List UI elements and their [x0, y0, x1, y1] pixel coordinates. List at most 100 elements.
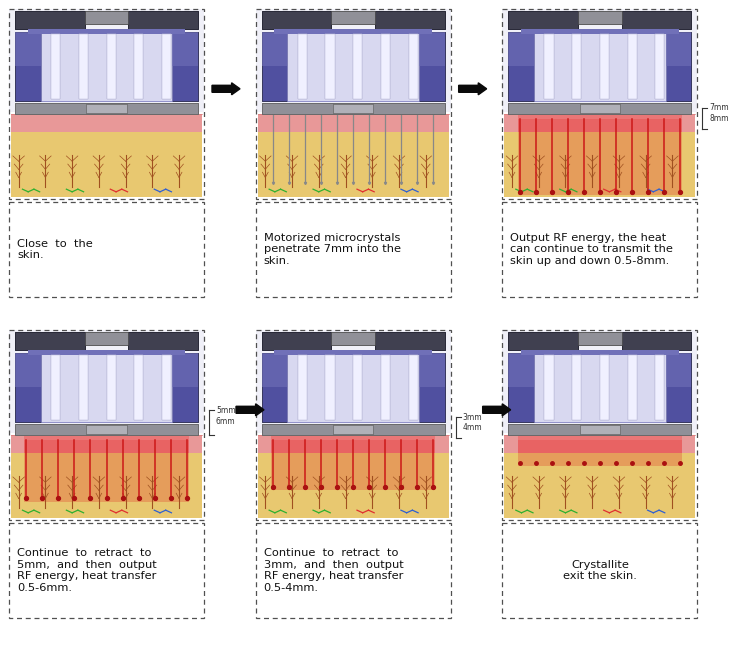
- Bar: [333, 425, 374, 434]
- Bar: [509, 332, 578, 351]
- Bar: [375, 332, 445, 351]
- Bar: [666, 353, 692, 387]
- Bar: [79, 34, 88, 99]
- Bar: [503, 9, 698, 111]
- Bar: [503, 9, 698, 199]
- Bar: [262, 424, 445, 434]
- Bar: [15, 103, 198, 113]
- Bar: [572, 34, 581, 99]
- Bar: [15, 31, 40, 67]
- Bar: [572, 355, 581, 420]
- Bar: [353, 355, 362, 420]
- Bar: [11, 434, 202, 453]
- Bar: [15, 103, 198, 113]
- Bar: [628, 355, 637, 420]
- Bar: [134, 34, 143, 99]
- Bar: [509, 31, 534, 67]
- Bar: [15, 332, 85, 351]
- Bar: [271, 440, 435, 490]
- Bar: [628, 355, 637, 420]
- Bar: [333, 104, 374, 113]
- Bar: [262, 31, 287, 67]
- Bar: [9, 523, 204, 618]
- Bar: [504, 132, 695, 197]
- Bar: [256, 330, 451, 520]
- Bar: [85, 11, 128, 24]
- Bar: [656, 355, 664, 420]
- Bar: [298, 355, 307, 420]
- Text: Crystallite
exit the skin.: Crystallite exit the skin.: [563, 559, 637, 582]
- Bar: [40, 31, 172, 101]
- Bar: [544, 355, 554, 420]
- Bar: [509, 332, 578, 351]
- Bar: [15, 424, 198, 434]
- Bar: [9, 9, 204, 199]
- Bar: [666, 353, 692, 387]
- Bar: [518, 113, 682, 132]
- Bar: [128, 11, 198, 29]
- Bar: [600, 355, 609, 420]
- Bar: [509, 31, 534, 101]
- Bar: [332, 11, 375, 24]
- Bar: [271, 434, 435, 453]
- Bar: [262, 11, 332, 29]
- Bar: [86, 425, 127, 434]
- Bar: [509, 353, 534, 422]
- Bar: [262, 11, 332, 29]
- Bar: [172, 353, 198, 387]
- Bar: [544, 34, 554, 99]
- Bar: [419, 353, 445, 387]
- Bar: [15, 353, 40, 422]
- Bar: [504, 453, 695, 518]
- Bar: [353, 34, 362, 99]
- Bar: [544, 34, 554, 99]
- Bar: [504, 434, 695, 453]
- Bar: [85, 332, 128, 345]
- Bar: [15, 11, 85, 29]
- Bar: [28, 29, 185, 33]
- Bar: [287, 31, 419, 101]
- Bar: [256, 330, 451, 432]
- Bar: [162, 355, 171, 420]
- Bar: [544, 355, 554, 420]
- Bar: [28, 351, 185, 355]
- Bar: [419, 31, 445, 67]
- Bar: [666, 353, 692, 422]
- Bar: [85, 11, 128, 24]
- Bar: [9, 330, 204, 432]
- Bar: [15, 11, 85, 29]
- Bar: [353, 34, 362, 99]
- Bar: [381, 34, 390, 99]
- Bar: [15, 31, 40, 101]
- Bar: [419, 31, 445, 101]
- Bar: [28, 29, 185, 33]
- Bar: [287, 353, 419, 422]
- Bar: [172, 31, 198, 101]
- Bar: [51, 34, 61, 99]
- Bar: [262, 353, 287, 422]
- Bar: [256, 9, 451, 111]
- Text: Motorized microcrystals
penetrate 7mm into the
skin.: Motorized microcrystals penetrate 7mm in…: [264, 233, 400, 266]
- Bar: [287, 31, 419, 101]
- Bar: [51, 355, 61, 420]
- Bar: [580, 104, 620, 113]
- Bar: [262, 31, 287, 101]
- Bar: [580, 425, 620, 434]
- Bar: [262, 353, 287, 387]
- Bar: [332, 11, 375, 24]
- Bar: [572, 34, 581, 99]
- Bar: [666, 31, 692, 101]
- Bar: [258, 453, 448, 518]
- Bar: [262, 103, 445, 113]
- Bar: [419, 353, 445, 422]
- Bar: [85, 332, 128, 345]
- Bar: [534, 31, 666, 101]
- Bar: [134, 355, 143, 420]
- Bar: [262, 31, 287, 67]
- Bar: [79, 355, 88, 420]
- Bar: [509, 103, 692, 113]
- Bar: [534, 353, 666, 422]
- Bar: [409, 355, 418, 420]
- Bar: [503, 202, 698, 297]
- Bar: [172, 31, 198, 67]
